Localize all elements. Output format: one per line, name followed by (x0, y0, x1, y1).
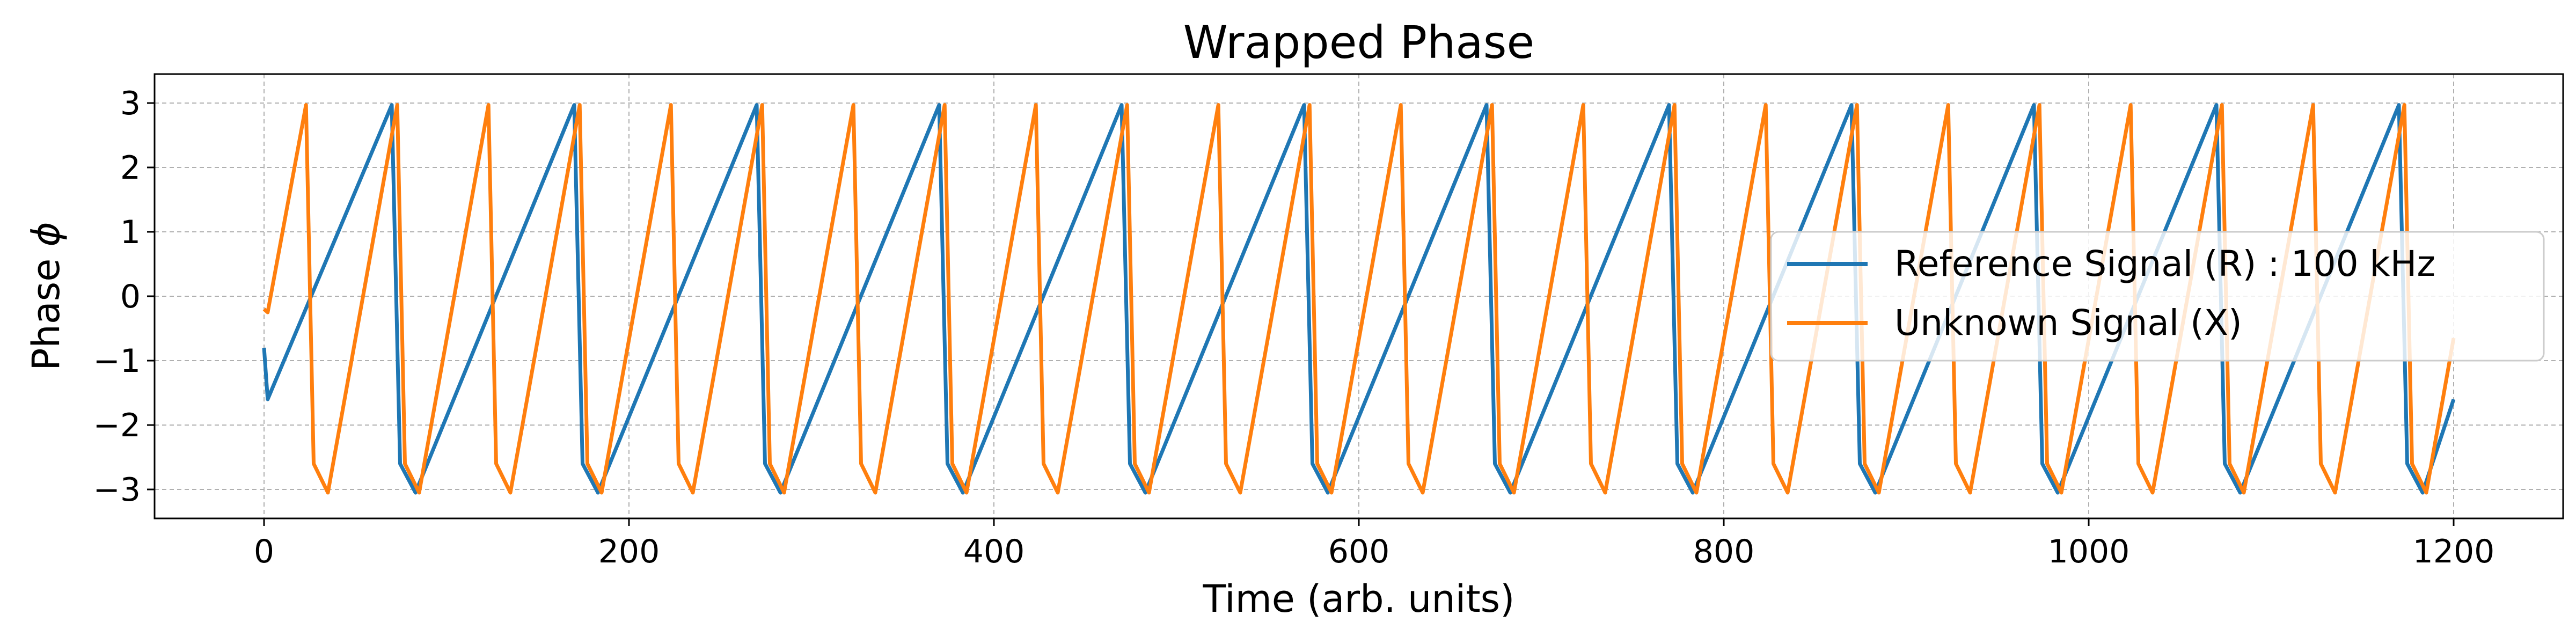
x-axis-ticks: 0 200 400 600 800 1000 1200 (254, 518, 2494, 570)
y-tick-label: 1 (120, 214, 141, 251)
y-tick-label: −2 (93, 407, 141, 444)
legend-label-unknown: Unknown Signal (X) (1894, 302, 2242, 343)
y-tick-label: −1 (93, 342, 141, 380)
x-tick-label: 1000 (2048, 533, 2130, 570)
y-axis-label-symbol: ϕ (24, 222, 68, 246)
legend-label-reference: Reference Signal (R) : 100 kHz (1894, 243, 2435, 284)
x-tick-label: 400 (963, 533, 1025, 570)
chart-title: Wrapped Phase (1183, 16, 1534, 69)
x-tick-label: 200 (598, 533, 660, 570)
y-axis-ticks: −3 −2 −1 0 1 2 3 (93, 85, 155, 509)
x-axis-label: Time (arb. units) (1203, 577, 1515, 621)
y-tick-label: −3 (93, 471, 141, 509)
x-tick-label: 800 (1693, 533, 1755, 570)
legend-box (1770, 231, 2545, 362)
y-tick-label: 2 (120, 149, 141, 187)
y-axis-label-text: Phase (24, 246, 68, 370)
y-tick-label: 0 (120, 278, 141, 316)
x-tick-label: 600 (1328, 533, 1390, 570)
y-axis-label: Phase ϕ (24, 222, 68, 370)
y-tick-label: 3 (120, 85, 141, 122)
x-tick-label: 0 (254, 533, 274, 570)
legend: Reference Signal (R) : 100 kHz Unknown S… (1770, 231, 2545, 362)
x-tick-label: 1200 (2413, 533, 2495, 570)
